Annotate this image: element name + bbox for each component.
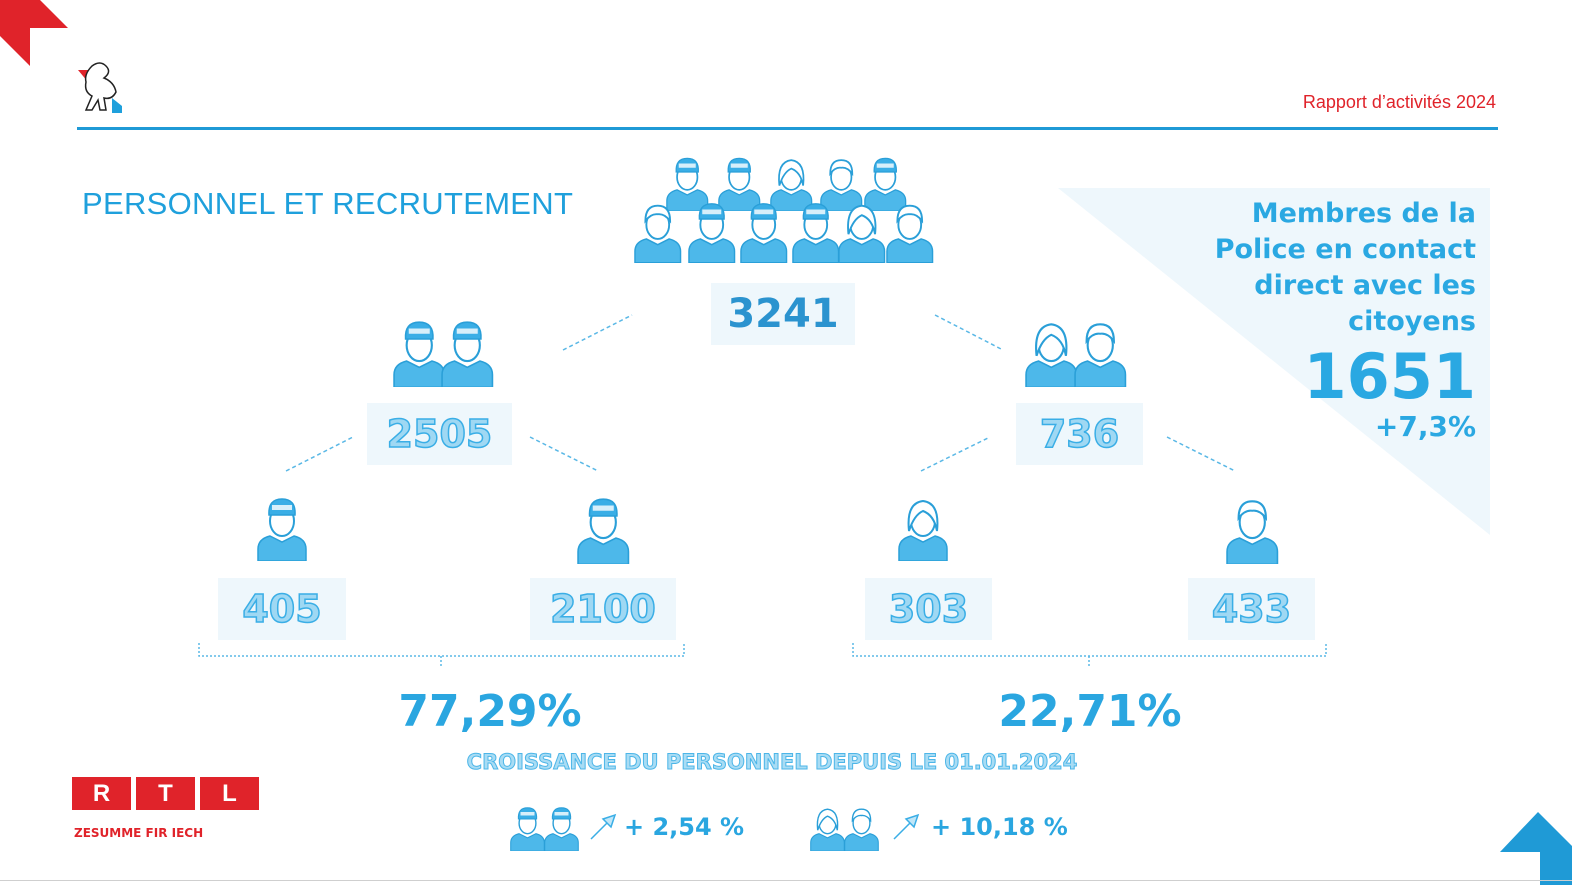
police-person-icon (393, 321, 446, 388)
police-person-icon (718, 157, 761, 212)
police-group-a-value: 405 (218, 578, 346, 640)
police-person-icon (577, 498, 630, 565)
rtl-logo-r: R (72, 777, 131, 810)
civil-share: 22,71% (998, 686, 1182, 737)
arrow-up-right-icon (590, 813, 617, 840)
man-person-icon (1074, 323, 1127, 388)
police-person-icon (864, 157, 907, 212)
connector-line (934, 314, 1004, 351)
man-person-icon (634, 204, 682, 263)
police-person-icon (257, 498, 307, 561)
connector-line (285, 436, 354, 472)
connector-line (562, 314, 633, 351)
callout-line: Police en contact (1214, 234, 1476, 265)
man-person-icon (1226, 500, 1279, 565)
police-person-icon (740, 203, 788, 263)
callout-delta: +7,3% (1374, 410, 1476, 443)
woman-person-icon (1025, 323, 1078, 388)
police-person-icon (792, 203, 840, 263)
civil-staff-value: 736 (1016, 403, 1143, 465)
bracket-right (852, 643, 1327, 668)
rtl-logo-l: L (200, 777, 259, 810)
rtl-tagline: ZESUMME FIR IECH (74, 826, 204, 840)
header-rule (77, 127, 1498, 130)
rtl-logo-t: T (136, 777, 195, 810)
civil-women-value: 303 (865, 578, 992, 640)
civil-men-value: 433 (1188, 578, 1315, 640)
callout-background (1058, 188, 1490, 535)
police-person-icon (666, 157, 709, 212)
section-title: PERSONNEL ET RECRUTEMENT (82, 186, 574, 221)
callout-text: Membres de la Police en contact direct a… (1215, 196, 1476, 340)
bottom-rule (0, 880, 1572, 881)
total-staff-value: 3241 (711, 283, 855, 345)
police-share: 77,29% (398, 686, 582, 737)
red-corner-shape (0, 0, 68, 66)
connector-line (529, 436, 599, 472)
connector-line (1166, 436, 1236, 472)
police-person-icon (544, 807, 579, 852)
growth-police-value: + 2,54 % (624, 813, 745, 841)
callout-line: citoyens (1348, 306, 1476, 337)
callout-line: direct avec les (1254, 270, 1476, 301)
man-person-icon (820, 159, 863, 212)
man-person-icon (844, 808, 879, 852)
police-person-icon (510, 807, 545, 852)
police-person-icon (688, 203, 736, 263)
police-group-b-value: 2100 (530, 578, 676, 640)
callout-value: 1651 (1303, 340, 1476, 413)
coat-of-arms-logo (78, 62, 122, 113)
police-staff-value: 2505 (367, 403, 512, 465)
growth-civil-value: + 10,18 % (931, 813, 1068, 841)
callout-line: Membres de la (1251, 198, 1476, 229)
woman-person-icon (770, 159, 813, 212)
blue-corner-shape (1500, 812, 1572, 885)
man-person-icon (886, 204, 934, 263)
woman-person-icon (810, 808, 845, 852)
growth-title: CROISSANCE DU PERSONNEL DEPUIS LE 01.01.… (466, 750, 1078, 775)
arrow-up-right-icon (893, 813, 920, 840)
police-person-icon (441, 321, 494, 388)
woman-person-icon (838, 204, 886, 263)
connector-line (920, 436, 991, 472)
bracket-left (198, 643, 685, 668)
report-title: Rapport d’activités 2024 (1302, 92, 1496, 112)
woman-person-icon (898, 499, 948, 561)
